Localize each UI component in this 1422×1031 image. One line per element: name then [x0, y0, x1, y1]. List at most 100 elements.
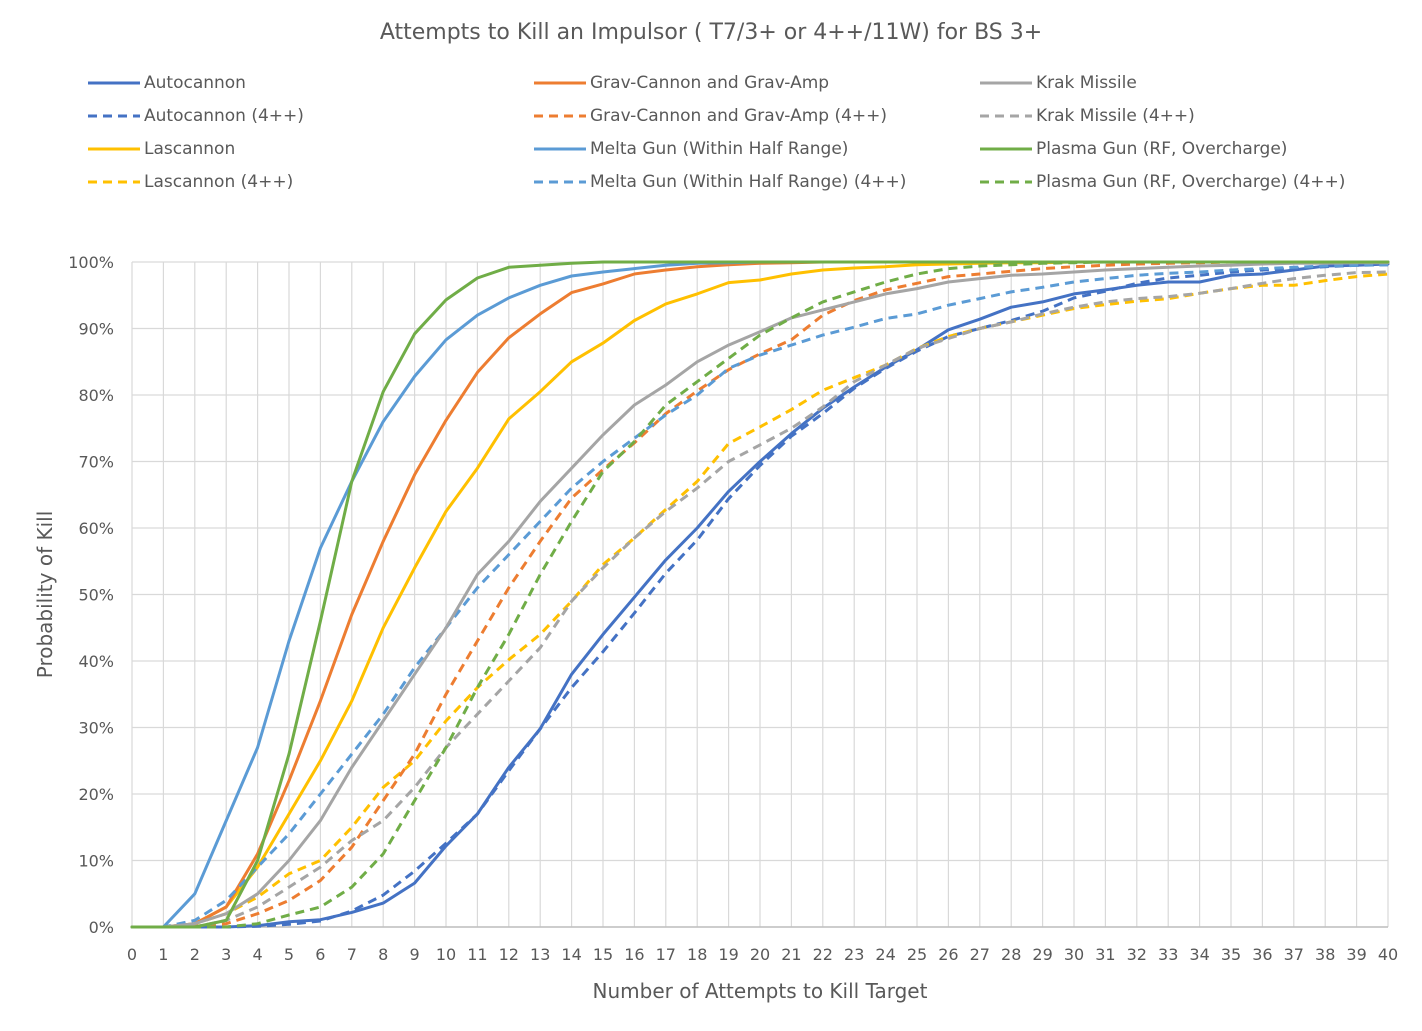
x-tick-label: 1	[158, 945, 168, 964]
x-tick-label: 23	[844, 945, 864, 964]
gridlines	[131, 261, 1389, 928]
legend-swatch	[980, 180, 1032, 184]
legend-item-autocannon-4: Autocannon (4++)	[86, 105, 304, 127]
legend-label: Plasma Gun (RF, Overcharge) (4++)	[1036, 172, 1346, 192]
x-tick-label: 0	[127, 945, 137, 964]
legend-item-melta-gun-within-half-range: Melta Gun (Within Half Range)	[532, 138, 848, 160]
y-tick-label: 30%	[78, 719, 114, 738]
y-tick-label: 40%	[78, 652, 114, 671]
legend-label: Plasma Gun (RF, Overcharge)	[1036, 139, 1288, 159]
x-tick-label: 2	[190, 945, 200, 964]
legend-swatch	[88, 114, 140, 118]
series-line-krak-missile-4	[132, 270, 1389, 929]
x-tick-label: 13	[530, 945, 550, 964]
x-tick-label: 22	[813, 945, 833, 964]
x-tick-label: 40	[1378, 945, 1398, 964]
legend-item-grav-cannon-and-grav-amp: Grav-Cannon and Grav-Amp	[532, 72, 829, 94]
legend-swatch	[534, 81, 586, 85]
x-tick-label: 29	[1032, 945, 1052, 964]
legend-label: Autocannon (4++)	[144, 106, 304, 126]
legend-label: Krak Missile (4++)	[1036, 106, 1195, 126]
x-tick-label: 14	[561, 945, 581, 964]
x-tick-label: 27	[970, 945, 990, 964]
y-tick-labels: 0% 10% 20% 30% 40% 50% 60% 70% 80% 90% 100%	[68, 253, 114, 937]
x-tick-label: 8	[378, 945, 388, 964]
y-tick-label: 80%	[78, 386, 114, 405]
x-tick-label: 18	[687, 945, 707, 964]
legend-swatch	[534, 114, 586, 118]
y-tick-label: 90%	[78, 320, 114, 339]
x-tick-label: 34	[1189, 945, 1209, 964]
legend-label: Autocannon	[144, 73, 246, 93]
y-tick-label: 70%	[78, 453, 114, 472]
x-tick-label: 32	[1127, 945, 1147, 964]
x-axis-title: Number of Attempts to Kill Target	[593, 979, 928, 1003]
legend: Autocannon Grav-Cannon and Grav-Amp Krak M…	[0, 0, 1422, 200]
legend-label: Grav-Cannon and Grav-Amp	[590, 73, 830, 93]
legend-label: Melta Gun (Within Half Range)	[590, 139, 849, 159]
x-tick-label: 31	[1095, 945, 1115, 964]
legend-swatch	[980, 147, 1032, 151]
legend-label: Krak Missile	[1036, 73, 1137, 93]
x-tick-label: 30	[1064, 945, 1084, 964]
series-line-krak-missile	[130, 261, 1390, 929]
y-tick-label: 0%	[89, 918, 114, 937]
legend-label: Lascannon	[144, 139, 236, 159]
x-tick-label: 28	[1001, 945, 1021, 964]
y-axis-title: Probability of Kill	[33, 511, 57, 679]
legend-swatch	[534, 180, 586, 184]
x-tick-label: 33	[1158, 945, 1178, 964]
series-line-autocannon-4	[132, 263, 1389, 929]
legend-item-krak-missile-4: Krak Missile (4++)	[978, 105, 1195, 127]
x-tick-label: 21	[781, 945, 801, 964]
x-tick-label: 37	[1284, 945, 1304, 964]
legend-item-grav-cannon-and-grav-amp-4: Grav-Cannon and Grav-Amp (4++)	[532, 105, 887, 127]
x-tick-label: 20	[750, 945, 770, 964]
x-tick-label: 7	[347, 945, 357, 964]
series-line-lascannon-4	[132, 272, 1389, 929]
legend-item-lascannon: Lascannon	[86, 138, 235, 160]
x-tick-label: 11	[467, 945, 487, 964]
x-tick-label: 4	[253, 945, 263, 964]
x-tick-label: 9	[410, 945, 420, 964]
legend-swatch	[534, 147, 586, 151]
x-tick-label: 5	[284, 945, 294, 964]
legend-item-plasma-gun-rf-overcharge-4: Plasma Gun (RF, Overcharge) (4++)	[978, 171, 1345, 193]
legend-swatch	[980, 81, 1032, 85]
x-tick-label: 16	[624, 945, 644, 964]
x-tick-label: 24	[875, 945, 895, 964]
legend-label: Lascannon (4++)	[144, 172, 294, 192]
legend-label: Melta Gun (Within Half Range) (4++)	[590, 172, 907, 192]
x-tick-label: 3	[221, 945, 231, 964]
legend-item-plasma-gun-rf-overcharge: Plasma Gun (RF, Overcharge)	[978, 138, 1287, 160]
y-tick-label: 10%	[78, 852, 114, 871]
x-tick-label: 10	[436, 945, 456, 964]
legend-item-autocannon: Autocannon	[86, 72, 246, 94]
legend-swatch	[88, 180, 140, 184]
y-tick-label: 100%	[68, 253, 114, 272]
x-tick-labels: 0 1 2 3 4 5 6 7 8 9 10 11 12 13 14 15 16 17 18 19 20 21 22 23 24…	[127, 945, 1398, 964]
legend-label: Grav-Cannon and Grav-Amp (4++)	[590, 106, 888, 126]
x-tick-label: 36	[1252, 945, 1272, 964]
y-tick-label: 60%	[78, 519, 114, 538]
x-tick-label: 38	[1315, 945, 1335, 964]
legend-item-krak-missile: Krak Missile	[978, 72, 1137, 94]
series-line-plasma-gun-rf-overcharge-4	[132, 260, 1388, 929]
legend-item-melta-gun-within-half-range-4: Melta Gun (Within Half Range) (4++)	[532, 171, 906, 193]
y-tick-label: 20%	[78, 785, 114, 804]
series-line-grav-cannon-and-grav-amp-4	[132, 260, 1388, 929]
series-line-melta-gun-within-half-range-4	[132, 263, 1389, 929]
x-tick-label: 35	[1221, 945, 1241, 964]
x-tick-label: 15	[593, 945, 613, 964]
legend-swatch	[980, 114, 1032, 118]
x-tick-label: 19	[718, 945, 738, 964]
legend-swatch	[88, 147, 140, 151]
x-tick-label: 25	[907, 945, 927, 964]
legend-swatch	[88, 81, 140, 85]
y-tick-label: 50%	[78, 586, 114, 605]
x-tick-label: 39	[1346, 945, 1366, 964]
x-tick-label: 17	[656, 945, 676, 964]
legend-item-lascannon-4: Lascannon (4++)	[86, 171, 293, 193]
